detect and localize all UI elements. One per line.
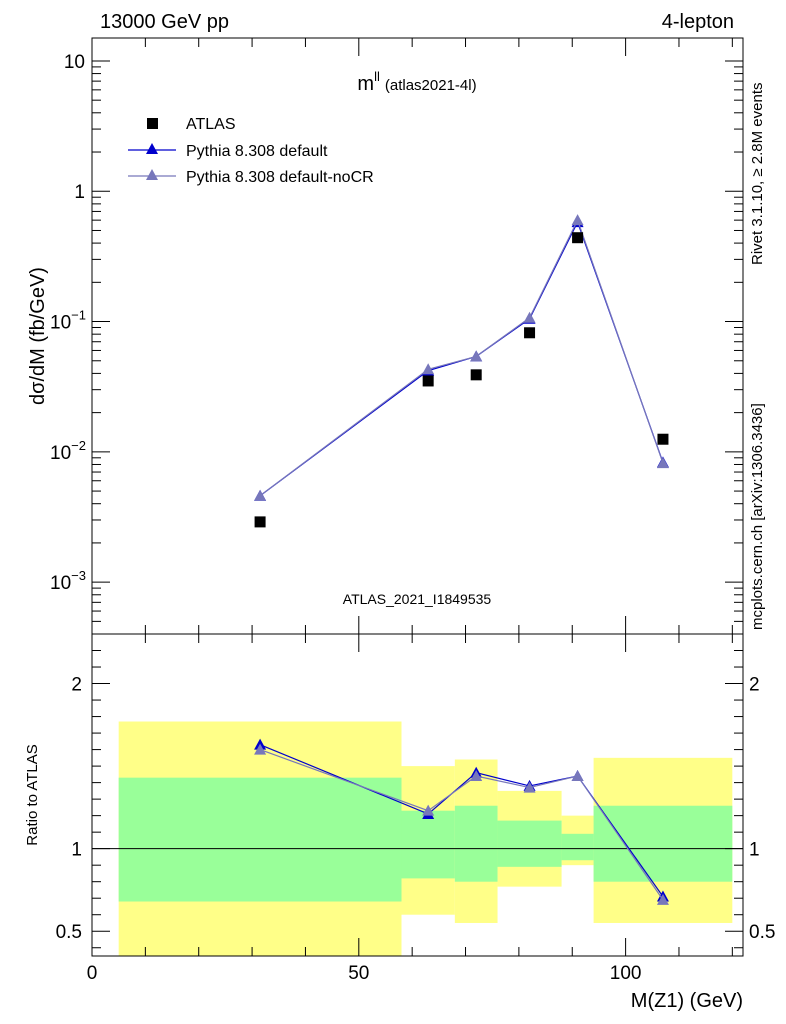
main-nocr-point xyxy=(571,214,584,226)
atlas-data-point xyxy=(422,375,434,387)
plot-title-suffix: (atlas2021-4l) xyxy=(385,77,477,94)
main-ytick-label: 10−2 xyxy=(50,438,86,464)
watermark: ATLAS_2021_I1849535 xyxy=(343,591,492,607)
ratio-panel: 0.5 0.5 1 1 2 2 0 50 100 Ratio to ATLAS M(Z1) (G… xyxy=(24,633,775,1012)
header-left: 13000 GeV pp xyxy=(100,11,229,33)
legend-marker-atlas xyxy=(147,118,158,129)
plot-title: mll (atlas2021-4l) xyxy=(357,69,476,95)
ratio-ytick-label-right: 2 xyxy=(749,675,760,696)
legend-marker-nocr xyxy=(146,169,158,180)
rivet-label: Rivet 3.1.10, ≥ 2.8M events xyxy=(749,83,766,266)
legend: ATLAS Pythia 8.308 default Pythia 8.308 … xyxy=(128,116,374,186)
main-panel: 10−3 10−2 10−1 1 10 dσ/dM (fb/GeV) mll (atlas… xyxy=(27,37,744,635)
ratio-band-inner xyxy=(118,777,402,902)
ratio-xtick-label: 50 xyxy=(348,963,369,984)
main-ylabel: dσ/dM (fb/GeV) xyxy=(27,267,49,405)
mcplots-label: mcplots.cern.ch [arXiv:1306.3436] xyxy=(749,403,766,630)
main-ytick-label: 10 xyxy=(64,52,85,73)
ratio-ylabel: Ratio to ATLAS xyxy=(24,744,41,845)
ratio-ytick-label-left: 1 xyxy=(71,840,82,861)
main-nocr-point xyxy=(656,457,669,469)
ratio-ytick-label-left: 2 xyxy=(71,675,82,696)
ratio-band-inner xyxy=(561,833,594,861)
main-ytick-label: 10−1 xyxy=(50,308,86,334)
main-default-line xyxy=(259,220,664,497)
main-nocr-line xyxy=(259,218,664,497)
atlas-data-point xyxy=(657,433,669,445)
main-ytick-label: 1 xyxy=(74,182,85,203)
ratio-nocr-point xyxy=(523,781,536,793)
legend-marker-default xyxy=(146,143,158,154)
main-nocr-point xyxy=(254,489,267,501)
legend-label-atlas: ATLAS xyxy=(186,116,236,133)
ratio-band-inner xyxy=(497,820,562,867)
ratio-nocr-point xyxy=(571,770,584,782)
ratio-xtick-label: 0 xyxy=(87,963,98,984)
ratio-nocr-point xyxy=(470,770,483,782)
ratio-xlabel: M(Z1) (GeV) xyxy=(631,990,743,1012)
ratio-band-inner xyxy=(401,810,455,879)
ratio-nocr-point xyxy=(422,804,435,816)
atlas-data-point xyxy=(572,232,584,244)
main-ytick-label: 10−3 xyxy=(50,568,86,594)
legend-label-default: Pythia 8.308 default xyxy=(186,143,328,160)
ratio-frame xyxy=(91,633,744,957)
ratio-ytick-label-right: 1 xyxy=(749,840,760,861)
ratio-band-inner xyxy=(593,805,733,882)
plot-title-main: m xyxy=(357,73,374,95)
atlas-data-point xyxy=(524,327,536,339)
ratio-band-inner xyxy=(454,805,498,882)
ratio-nocr-line xyxy=(259,749,664,901)
header-right: 4-lepton xyxy=(662,11,734,33)
plot-title-sup: ll xyxy=(374,69,380,84)
ratio-nocr-point xyxy=(656,893,669,905)
legend-label-nocr: Pythia 8.308 default-noCR xyxy=(186,169,374,186)
atlas-data-point xyxy=(254,516,266,528)
atlas-data-point xyxy=(470,369,482,381)
ratio-nocr-point xyxy=(254,743,267,755)
ratio-xtick-label: 100 xyxy=(610,963,642,984)
ratio-ytick-label-right: 0.5 xyxy=(749,922,775,943)
main-nocr-point xyxy=(470,350,483,362)
main-nocr-point xyxy=(523,311,536,323)
ratio-ytick-label-left: 0.5 xyxy=(56,922,82,943)
main-nocr-point xyxy=(422,363,435,375)
